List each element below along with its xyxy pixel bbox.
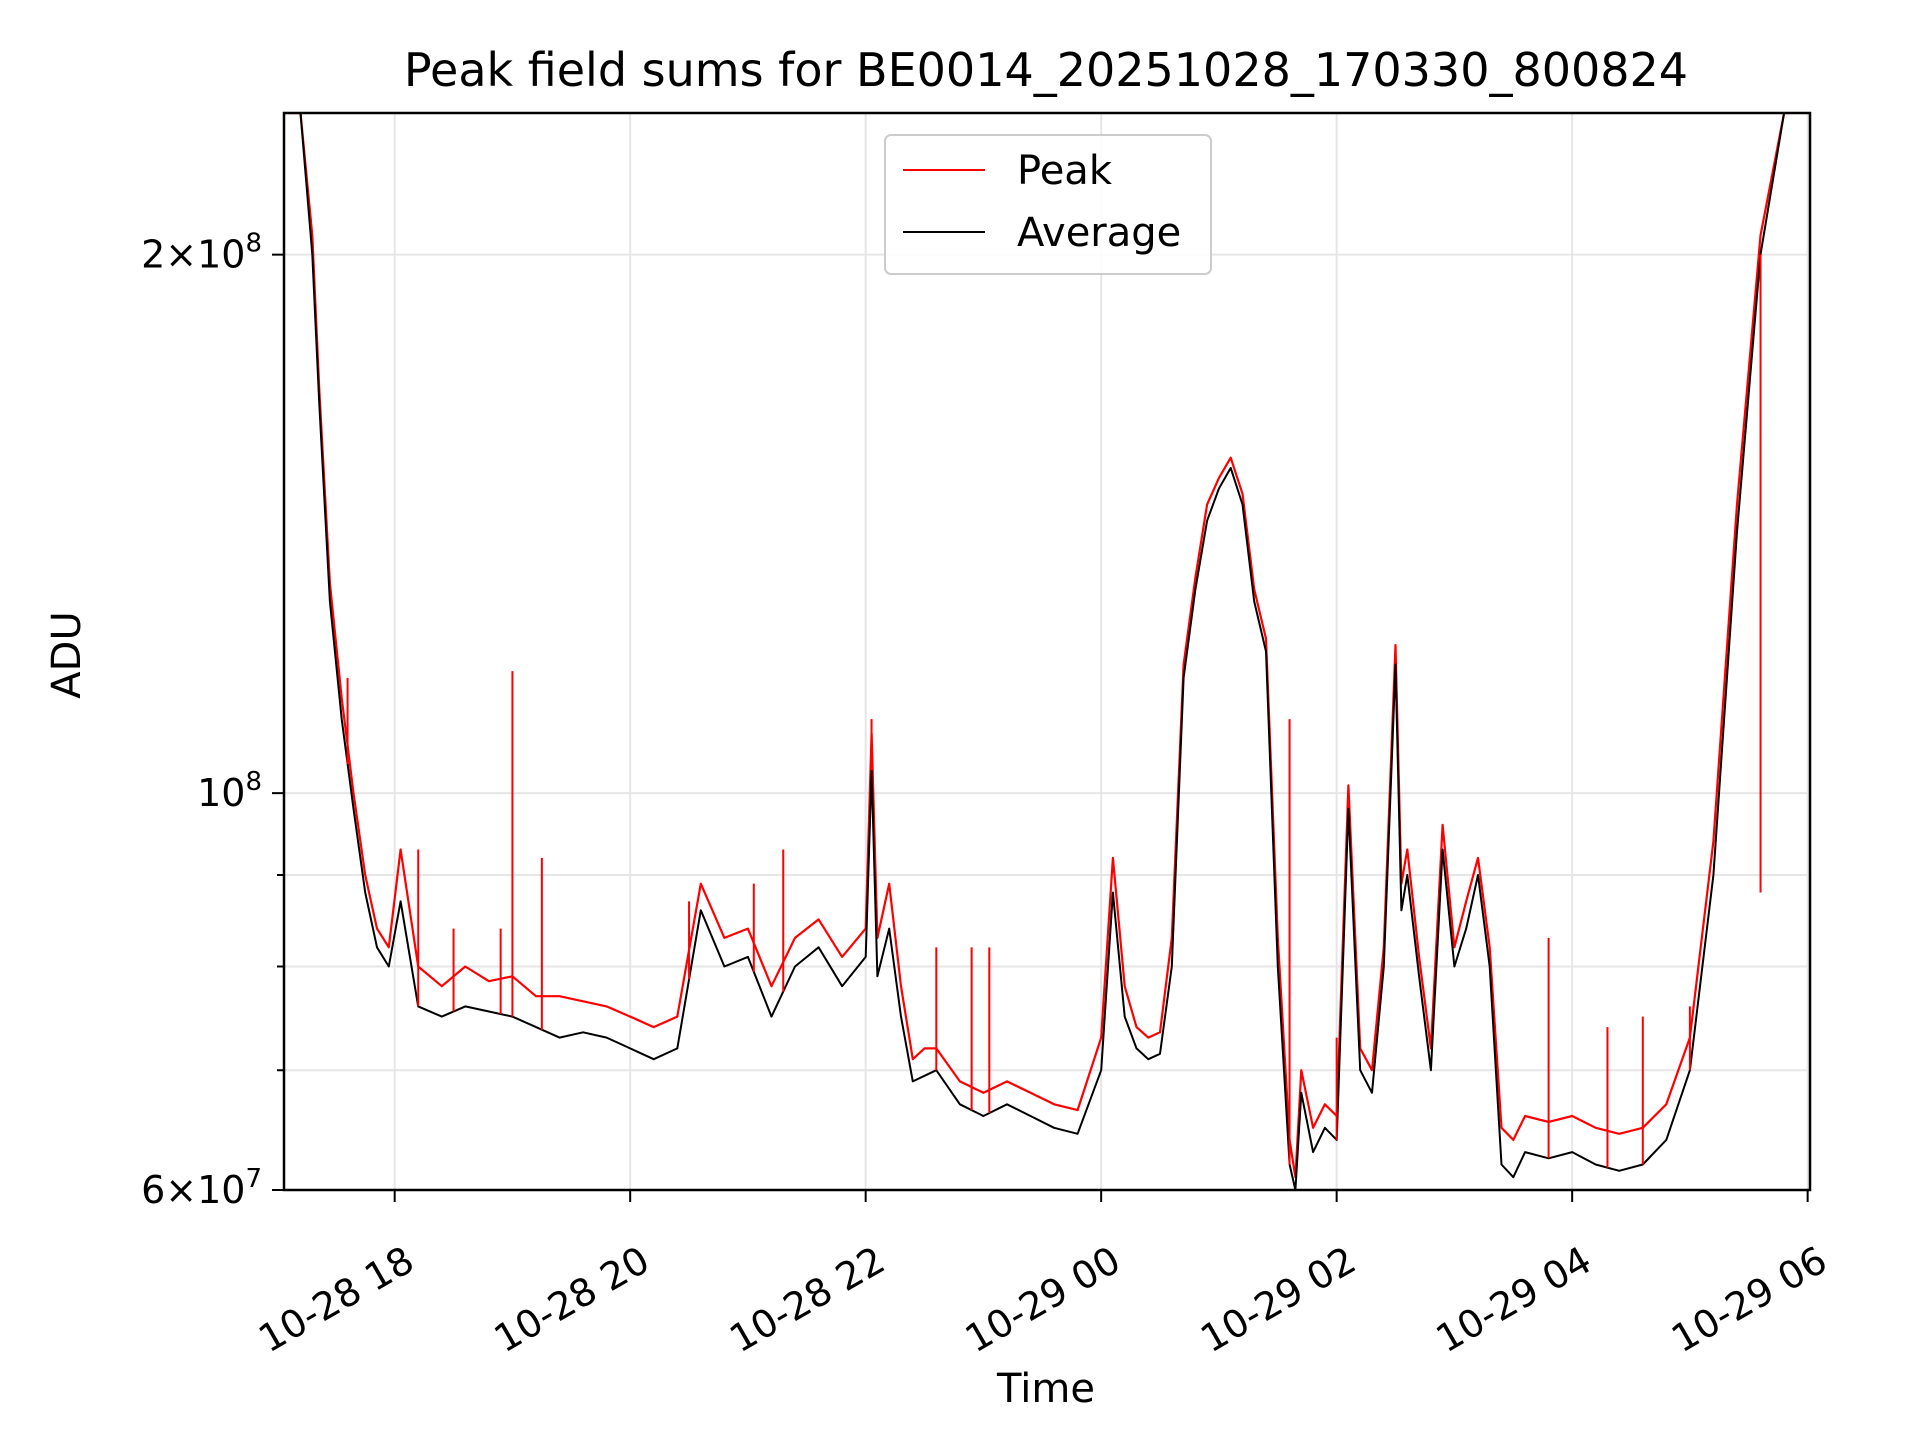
plot-frame (282, 111, 1812, 1192)
legend-peak-label: Peak (1017, 148, 1113, 194)
y-tick-label: 108 (197, 767, 262, 815)
y-axis-label: ADU (44, 611, 90, 698)
x-tick-label: 10-29 04 (1429, 1238, 1599, 1362)
x-axis-label: Time (996, 1366, 1095, 1412)
y-tick-label: 2×108 (141, 229, 262, 277)
x-tick-label: 10-28 18 (251, 1238, 421, 1362)
x-tick-label: 10-28 22 (722, 1238, 892, 1362)
series-layer (284, 113, 1790, 1190)
y-tick-label: 6×107 (141, 1164, 262, 1212)
legend: Peak Average (884, 134, 1212, 275)
chart-title: Peak field sums for BE0014_20251028_1703… (404, 43, 1688, 97)
x-tick-label: 10-29 00 (958, 1238, 1128, 1362)
legend-average-label: Average (1017, 210, 1181, 256)
x-tick-label: 10-28 20 (487, 1238, 657, 1362)
x-tick-label: 10-29 02 (1193, 1238, 1363, 1362)
x-tick-label: 10-29 06 (1664, 1238, 1834, 1362)
series-line-average (284, 113, 1790, 1190)
series-line-peak (284, 113, 1790, 1179)
